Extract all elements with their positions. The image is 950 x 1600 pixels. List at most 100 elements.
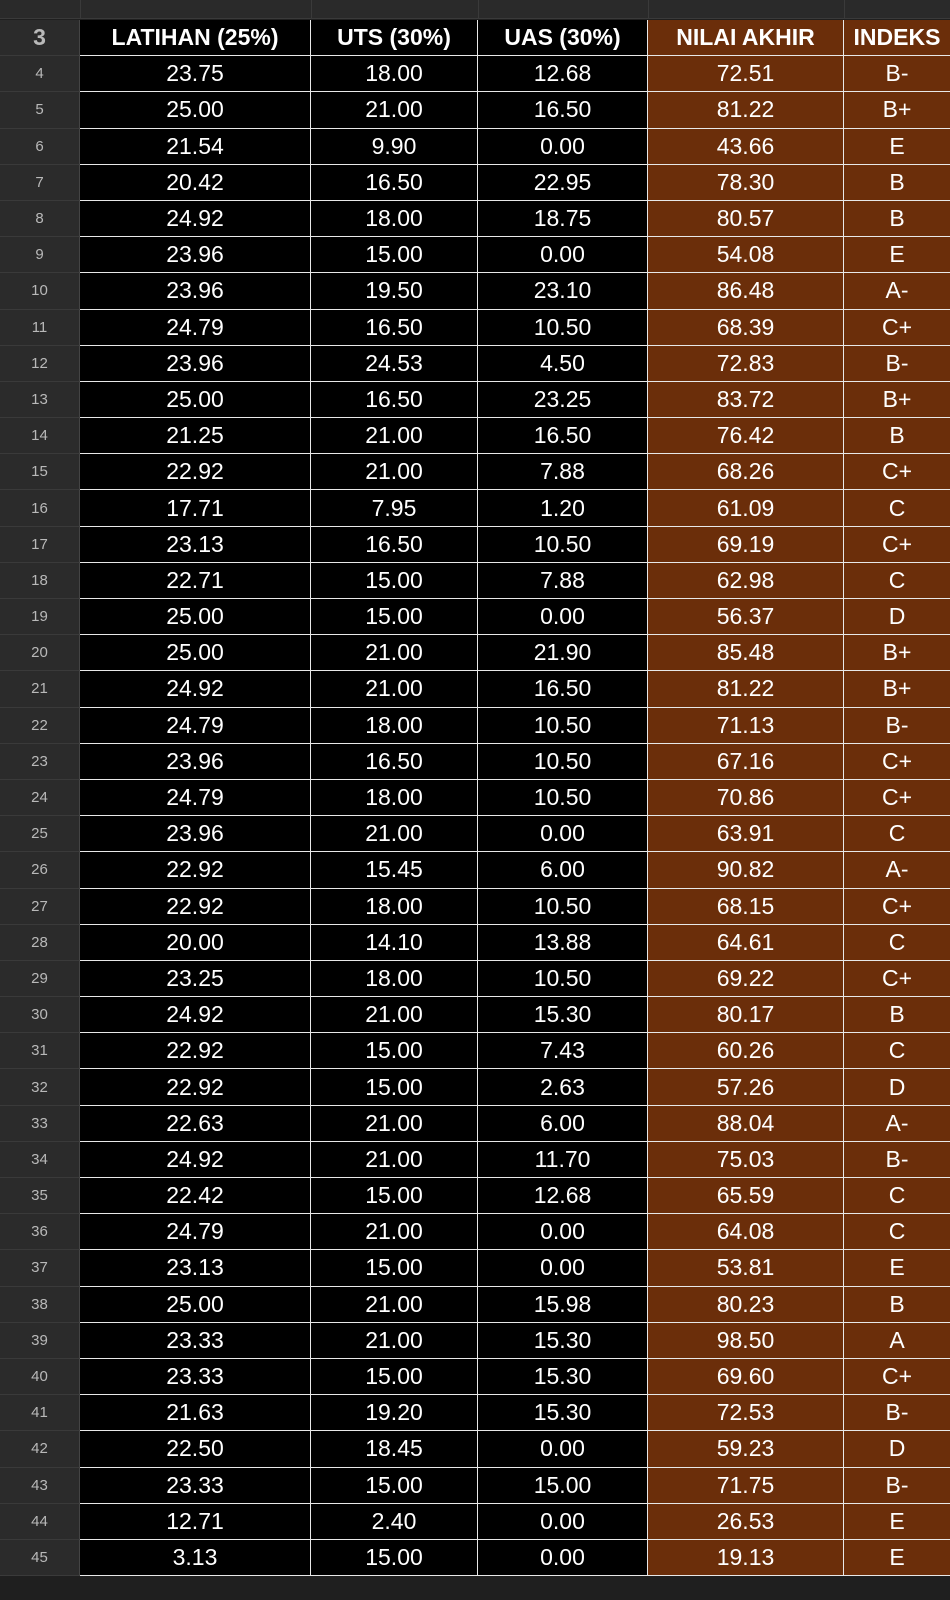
cell-uts[interactable]: 21.00 bbox=[311, 635, 478, 672]
cell-uts[interactable]: 21.00 bbox=[311, 1286, 478, 1323]
cell-nilai-akhir[interactable]: 68.39 bbox=[648, 309, 844, 346]
cell-nilai-akhir[interactable]: 81.22 bbox=[648, 92, 844, 129]
header-nilai-akhir[interactable]: NILAI AKHIR bbox=[648, 20, 844, 57]
cell-nilai-akhir[interactable]: 88.04 bbox=[648, 1105, 844, 1142]
cell-nilai-akhir[interactable]: 69.19 bbox=[648, 526, 844, 563]
cell-indeks[interactable]: C+ bbox=[844, 960, 950, 998]
cell-nilai-akhir[interactable]: 72.51 bbox=[648, 56, 844, 93]
cell-nilai-akhir[interactable]: 67.16 bbox=[648, 743, 844, 780]
cell-uts[interactable]: 18.00 bbox=[311, 56, 478, 93]
row-number[interactable]: 20 bbox=[0, 635, 80, 672]
cell-indeks[interactable]: D bbox=[844, 1431, 950, 1468]
row-number[interactable]: 11 bbox=[0, 309, 80, 346]
cell-latihan[interactable]: 23.13 bbox=[80, 1250, 311, 1287]
cell-indeks[interactable]: D bbox=[844, 1069, 950, 1106]
cell-uas[interactable]: 13.88 bbox=[478, 924, 648, 961]
cell-nilai-akhir[interactable]: 68.26 bbox=[648, 454, 844, 491]
cell-indeks[interactable]: B- bbox=[844, 1395, 950, 1432]
cell-uts[interactable]: 7.95 bbox=[311, 490, 478, 527]
row-number[interactable]: 3 bbox=[0, 20, 80, 57]
cell-latihan[interactable]: 24.92 bbox=[80, 997, 311, 1034]
cell-uts[interactable]: 24.53 bbox=[311, 345, 478, 382]
cell-uas[interactable]: 16.50 bbox=[478, 418, 648, 455]
cell-indeks[interactable]: B- bbox=[844, 1467, 950, 1504]
cell-uts[interactable]: 19.20 bbox=[311, 1395, 478, 1432]
cell-indeks[interactable]: C bbox=[844, 1178, 950, 1215]
cell-latihan[interactable]: 22.71 bbox=[80, 562, 311, 599]
cell-uas[interactable]: 6.00 bbox=[478, 1105, 648, 1142]
cell-uts[interactable]: 15.00 bbox=[311, 237, 478, 274]
cell-latihan[interactable]: 21.54 bbox=[80, 128, 311, 165]
row-number[interactable]: 8 bbox=[0, 200, 80, 238]
cell-latihan[interactable]: 24.92 bbox=[80, 200, 311, 238]
cell-uts[interactable]: 18.00 bbox=[311, 707, 478, 744]
cell-uas[interactable]: 0.00 bbox=[478, 1250, 648, 1287]
cell-indeks[interactable]: E bbox=[844, 128, 950, 165]
cell-latihan[interactable]: 17.71 bbox=[80, 490, 311, 527]
cell-indeks[interactable]: B- bbox=[844, 1141, 950, 1178]
row-number[interactable]: 27 bbox=[0, 888, 80, 925]
column-header-nilai-akhir[interactable] bbox=[648, 0, 845, 18]
cell-uts[interactable]: 21.00 bbox=[311, 1214, 478, 1251]
cell-latihan[interactable]: 23.96 bbox=[80, 743, 311, 780]
row-number[interactable]: 30 bbox=[0, 997, 80, 1034]
row-number[interactable]: 10 bbox=[0, 273, 80, 310]
cell-uts[interactable]: 18.00 bbox=[311, 200, 478, 238]
cell-nilai-akhir[interactable]: 75.03 bbox=[648, 1141, 844, 1178]
corner-cell[interactable] bbox=[0, 0, 81, 18]
cell-latihan[interactable]: 20.42 bbox=[80, 164, 311, 201]
row-number[interactable]: 45 bbox=[0, 1539, 80, 1577]
cell-uas[interactable]: 10.50 bbox=[478, 743, 648, 780]
cell-uts[interactable]: 21.00 bbox=[311, 418, 478, 455]
row-number[interactable]: 25 bbox=[0, 816, 80, 853]
cell-indeks[interactable]: C+ bbox=[844, 743, 950, 780]
cell-latihan[interactable]: 23.33 bbox=[80, 1358, 311, 1396]
cell-indeks[interactable]: E bbox=[844, 1503, 950, 1540]
cell-uas[interactable]: 10.50 bbox=[478, 707, 648, 744]
cell-indeks[interactable]: C bbox=[844, 1214, 950, 1251]
cell-nilai-akhir[interactable]: 54.08 bbox=[648, 237, 844, 274]
row-number[interactable]: 34 bbox=[0, 1141, 80, 1178]
cell-nilai-akhir[interactable]: 59.23 bbox=[648, 1431, 844, 1468]
row-number[interactable]: 35 bbox=[0, 1178, 80, 1215]
cell-nilai-akhir[interactable]: 69.60 bbox=[648, 1358, 844, 1396]
cell-latihan[interactable]: 22.42 bbox=[80, 1178, 311, 1215]
cell-latihan[interactable]: 24.79 bbox=[80, 1214, 311, 1251]
cell-latihan[interactable]: 24.79 bbox=[80, 707, 311, 744]
cell-uts[interactable]: 16.50 bbox=[311, 309, 478, 346]
cell-latihan[interactable]: 22.63 bbox=[80, 1105, 311, 1142]
cell-indeks[interactable]: E bbox=[844, 1250, 950, 1287]
row-number[interactable]: 43 bbox=[0, 1467, 80, 1504]
cell-latihan[interactable]: 24.79 bbox=[80, 779, 311, 817]
cell-uts[interactable]: 21.00 bbox=[311, 454, 478, 491]
cell-latihan[interactable]: 23.25 bbox=[80, 960, 311, 998]
cell-nilai-akhir[interactable]: 86.48 bbox=[648, 273, 844, 310]
cell-indeks[interactable]: B- bbox=[844, 707, 950, 744]
cell-latihan[interactable]: 24.92 bbox=[80, 1141, 311, 1178]
cell-uas[interactable]: 10.50 bbox=[478, 526, 648, 563]
cell-indeks[interactable]: D bbox=[844, 599, 950, 636]
cell-uts[interactable]: 21.00 bbox=[311, 1105, 478, 1142]
cell-latihan[interactable]: 25.00 bbox=[80, 92, 311, 129]
cell-uts[interactable]: 15.00 bbox=[311, 1467, 478, 1504]
row-number[interactable]: 5 bbox=[0, 92, 80, 129]
cell-latihan[interactable]: 20.00 bbox=[80, 924, 311, 961]
cell-uas[interactable]: 1.20 bbox=[478, 490, 648, 527]
cell-latihan[interactable]: 23.96 bbox=[80, 345, 311, 382]
cell-uts[interactable]: 15.00 bbox=[311, 1033, 478, 1070]
cell-indeks[interactable]: A- bbox=[844, 852, 950, 889]
cell-indeks[interactable]: C bbox=[844, 562, 950, 599]
column-header-indeks[interactable] bbox=[844, 0, 950, 18]
cell-uas[interactable]: 11.70 bbox=[478, 1141, 648, 1178]
cell-uas[interactable]: 10.50 bbox=[478, 888, 648, 925]
cell-latihan[interactable]: 23.13 bbox=[80, 526, 311, 563]
cell-nilai-akhir[interactable]: 72.83 bbox=[648, 345, 844, 382]
cell-latihan[interactable]: 25.00 bbox=[80, 381, 311, 419]
row-number[interactable]: 22 bbox=[0, 707, 80, 744]
cell-latihan[interactable]: 22.92 bbox=[80, 1033, 311, 1070]
cell-indeks[interactable]: B+ bbox=[844, 635, 950, 672]
column-header-latihan[interactable] bbox=[80, 0, 312, 18]
row-number[interactable]: 15 bbox=[0, 454, 80, 491]
cell-uas[interactable]: 0.00 bbox=[478, 128, 648, 165]
cell-uas[interactable]: 4.50 bbox=[478, 345, 648, 382]
